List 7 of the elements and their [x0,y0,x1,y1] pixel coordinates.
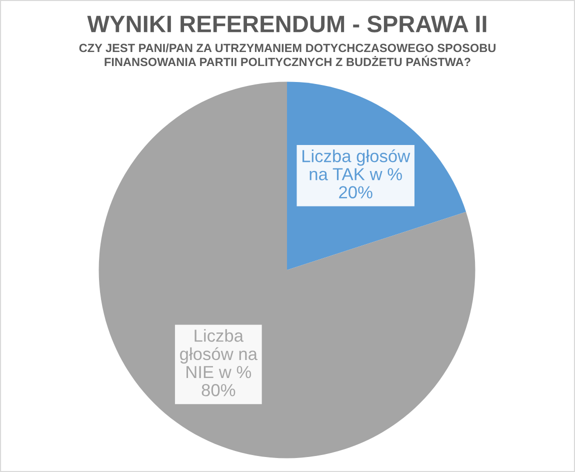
pie-slice [98,82,476,458]
chart-subtitle: CZY JEST PANI/PAN ZA UTRZYMANIEM DOTYCHCZASOWEGO SPOSOBU FINANSOWANIA PARTII POLITYCZNYCH Z BUDŻETU PAŃSTWA? [79,44,496,66]
data-label: 80% [202,384,236,396]
chart-title: WYNIKI REFERENDUM - SPRAWA II [87,16,486,32]
slice-label: Liczba głosów na TAK w % [302,149,410,180]
slice-label: Liczba głosów na NIE w % [180,329,258,378]
data-label: 20% [339,186,372,198]
